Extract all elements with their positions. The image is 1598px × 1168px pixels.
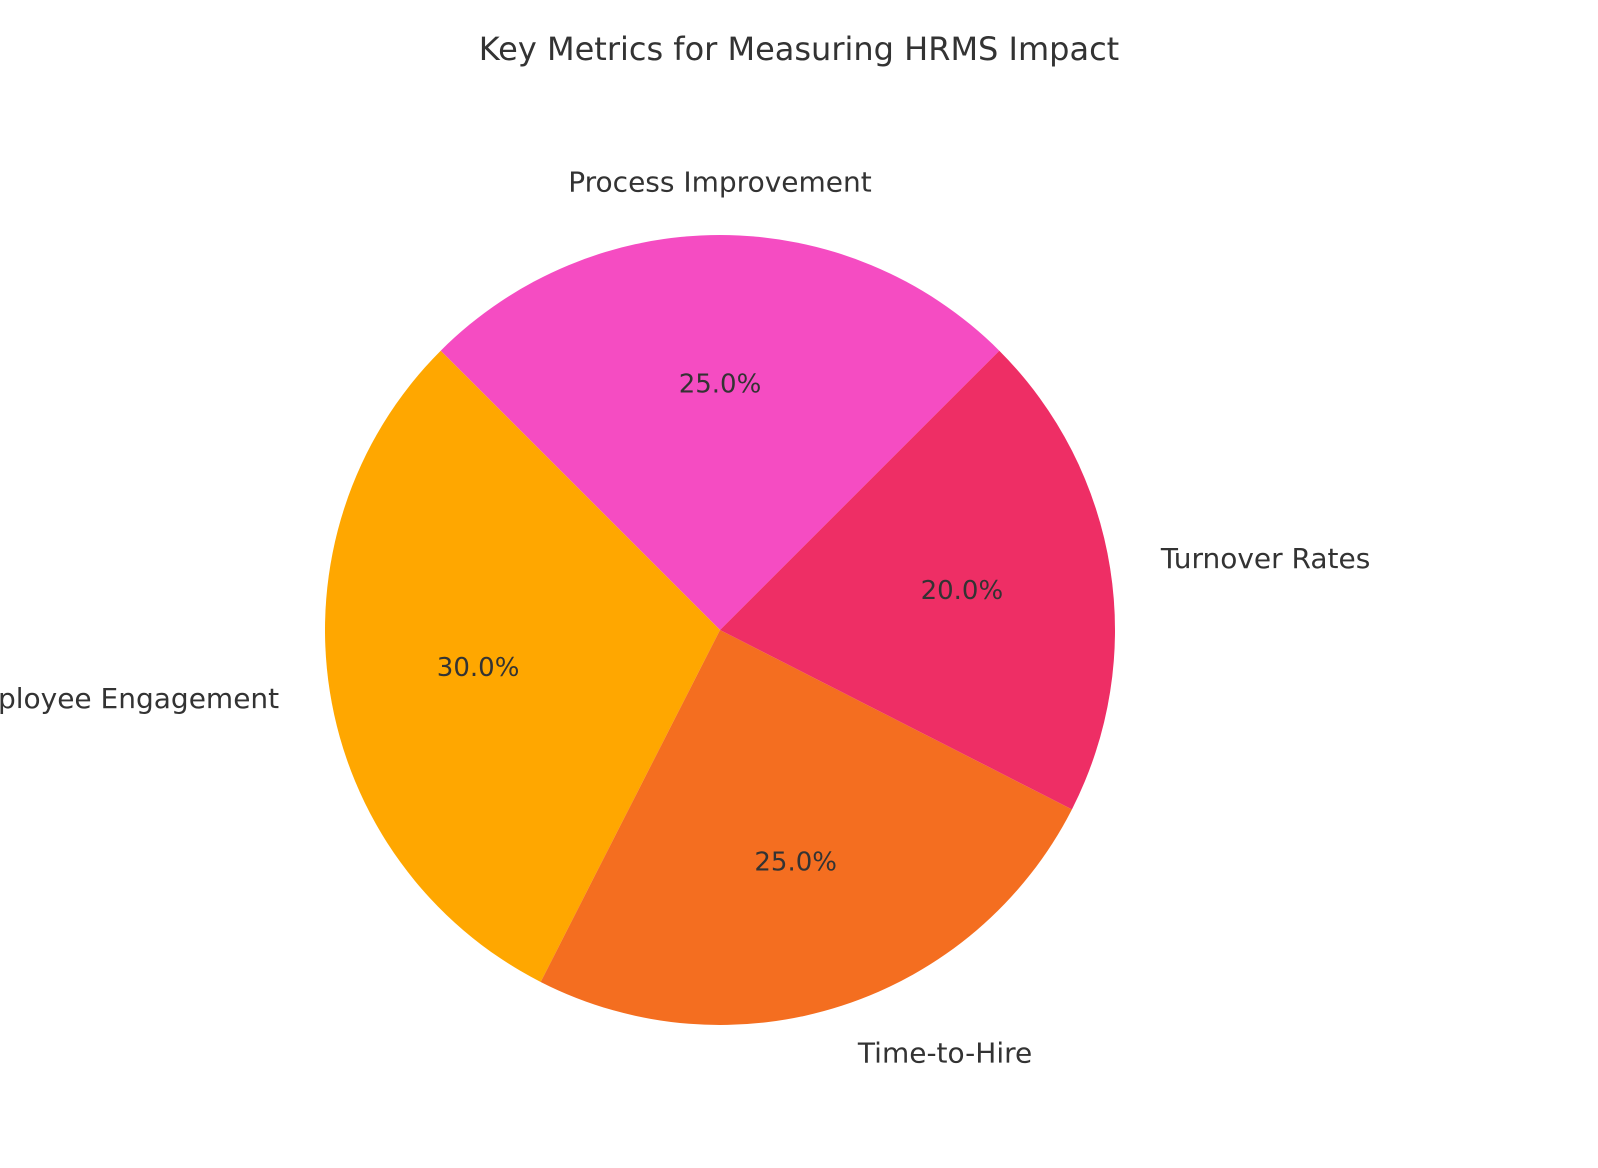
slice-outer-label: Employee Engagement <box>0 682 279 715</box>
slice-pct-label: 25.0% <box>754 847 837 877</box>
slice-outer-label: Process Improvement <box>568 166 871 199</box>
chart-stage: Key Metrics for Measuring HRMS Impact 25… <box>0 0 1598 1168</box>
slice-pct-label: 20.0% <box>921 576 1004 606</box>
slice-pct-label: 25.0% <box>679 370 762 400</box>
slice-outer-label: Turnover Rates <box>1160 542 1371 575</box>
slice-pct-label: 30.0% <box>437 653 520 683</box>
pie-chart: 25.0% Process Improvement 30.0% Employee En… <box>0 0 1598 1168</box>
slice-outer-label: Time-to-Hire <box>857 1037 1032 1070</box>
